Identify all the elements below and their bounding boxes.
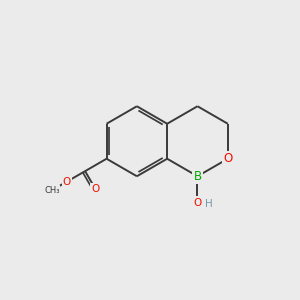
Text: H: H	[205, 199, 212, 209]
Text: CH₃: CH₃	[44, 186, 59, 195]
Text: B: B	[194, 170, 202, 183]
Text: O: O	[223, 152, 232, 165]
Text: O: O	[92, 184, 100, 194]
Text: O: O	[63, 177, 71, 187]
Text: O: O	[194, 197, 202, 208]
